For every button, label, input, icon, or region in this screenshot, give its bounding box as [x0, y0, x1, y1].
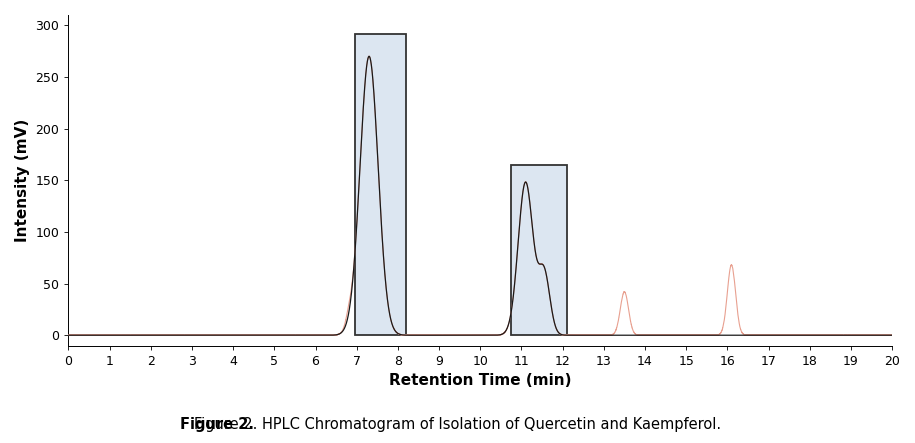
Bar [355, 34, 406, 335]
Y-axis label: Intensity (mV): Intensity (mV) [15, 119, 30, 242]
Bar [511, 165, 566, 335]
X-axis label: Retention Time (min): Retention Time (min) [389, 373, 572, 388]
Text: Figure 2. HPLC Chromatogram of Isolation of Quercetin and Kaempferol.: Figure 2. HPLC Chromatogram of Isolation… [194, 417, 721, 432]
Text: Figure 2.: Figure 2. [180, 417, 253, 432]
